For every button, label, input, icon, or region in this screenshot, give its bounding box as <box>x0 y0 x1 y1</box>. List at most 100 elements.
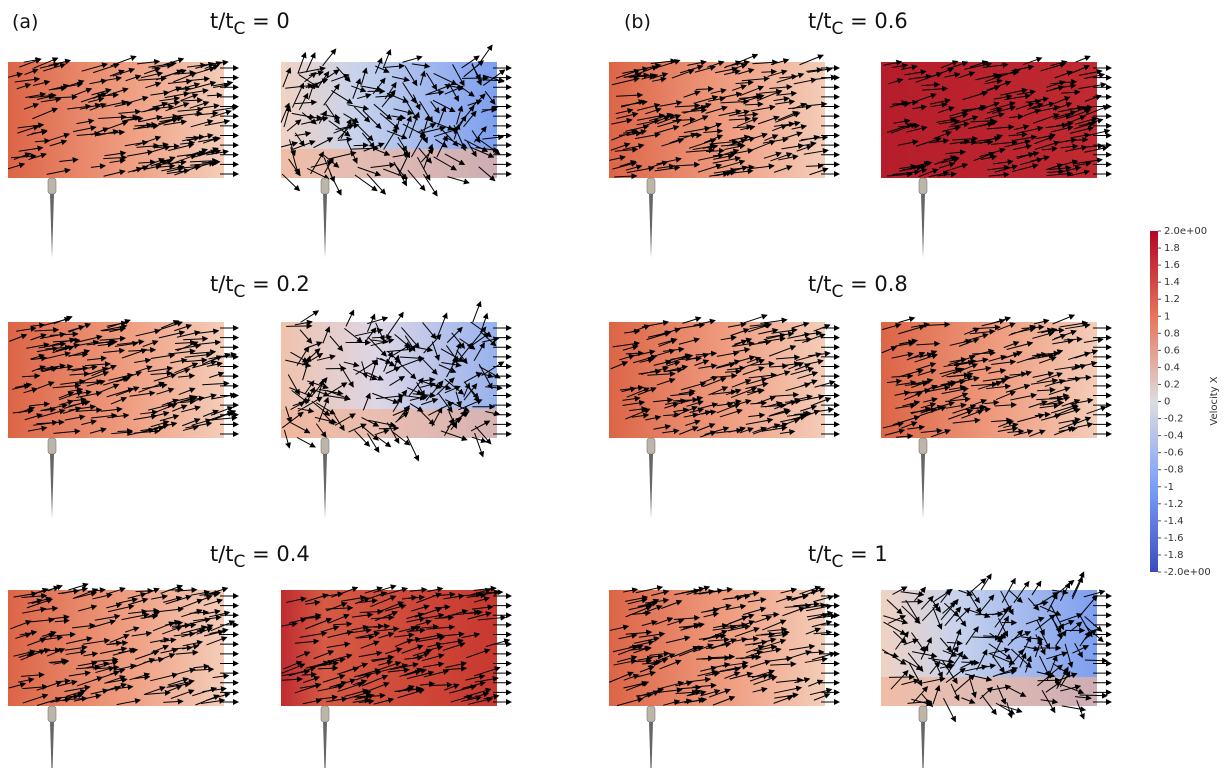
velocity-arrow <box>185 134 206 141</box>
flow-panel <box>7 55 239 258</box>
velocity-arrow <box>108 372 134 381</box>
velocity-arrow <box>334 413 356 426</box>
velocity-arrow <box>362 392 371 411</box>
colorbar-tick-label: -1.8 <box>1164 550 1184 561</box>
velocity-arrow <box>397 151 410 176</box>
velocity-arrow <box>27 637 47 646</box>
velocity-arrow <box>106 387 135 398</box>
velocity-arrow <box>355 327 384 337</box>
velocity-arrow <box>39 62 60 69</box>
velocity-arrow <box>317 378 325 398</box>
velocity-arrow <box>306 167 330 180</box>
velocity-arrow <box>30 355 48 362</box>
velocity-arrow <box>89 78 108 85</box>
colorbar-tick-label: 1.4 <box>1164 277 1180 288</box>
velocity-arrow <box>296 346 310 366</box>
time-label-base: t/t <box>808 542 832 566</box>
velocity-arrow <box>340 118 352 140</box>
colorbar-tick-label: 1.8 <box>1164 243 1180 254</box>
velocity-arrow <box>290 146 300 175</box>
velocity-arrow <box>382 48 392 69</box>
velocity-arrow <box>348 423 367 433</box>
velocity-arrow <box>140 409 159 416</box>
velocity-arrow <box>142 340 159 348</box>
velocity-arrow <box>184 351 213 358</box>
velocity-arrow <box>420 381 436 388</box>
velocity-arrow <box>204 118 231 127</box>
velocity-arrow <box>431 406 443 427</box>
velocity-arrow <box>318 396 330 423</box>
velocity-arrow <box>167 78 193 85</box>
velocity-arrow <box>109 326 126 333</box>
colorbar-title: Velocity X <box>1209 376 1220 425</box>
colorbar-ticks: 2.0e+00 1.8 1.6 1.4 1.2 1 0.8 0.6 0.4 0.2 0 -0.2 -0.… <box>1158 226 1211 578</box>
velocity-arrow <box>52 382 81 389</box>
velocity-arrow <box>182 418 201 427</box>
flow-panel <box>281 584 512 768</box>
velocity-arrow <box>481 361 505 377</box>
velocity-arrow <box>187 88 209 95</box>
velocity-arrow <box>391 76 410 83</box>
time-label-subscript: C <box>234 552 246 572</box>
velocity-arrow <box>210 109 232 118</box>
velocity-arrow <box>320 113 341 120</box>
velocity-arrow <box>322 154 340 168</box>
velocity-arrow <box>898 316 916 323</box>
velocity-arrow <box>152 145 171 152</box>
needle-hub <box>646 177 656 195</box>
velocity-arrow <box>407 169 426 192</box>
velocity-arrow <box>433 73 458 85</box>
velocity-arrow <box>39 408 66 418</box>
velocity-arrow <box>739 53 759 63</box>
velocity-arrow <box>437 392 453 413</box>
velocity-arrow <box>145 81 162 89</box>
velocity-arrow <box>404 394 427 401</box>
velocity-arrow <box>430 120 454 131</box>
velocity-arrow <box>90 163 106 170</box>
velocity-arrow <box>206 636 228 646</box>
velocity-arrow <box>141 106 162 113</box>
velocity-arrow <box>337 136 353 143</box>
colorbar-tick-label: -0.2 <box>1164 414 1184 425</box>
velocity-arrow <box>469 146 495 158</box>
velocity-arrow <box>397 405 410 421</box>
velocity-arrow <box>307 386 315 401</box>
colorbar-tick-label: 1.6 <box>1164 260 1180 271</box>
velocity-arrow <box>419 101 433 123</box>
velocity-arrow <box>102 87 129 98</box>
velocity-arrow <box>399 356 425 368</box>
velocity-arrow <box>391 431 411 446</box>
velocity-arrow <box>80 93 104 103</box>
velocity-arrow <box>438 364 457 373</box>
velocity-arrow <box>192 393 217 402</box>
time-label-subscript: C <box>234 19 246 39</box>
velocity-arrow <box>470 420 491 432</box>
velocity-arrow <box>315 423 327 438</box>
velocity-arrow <box>344 327 363 343</box>
velocity-arrow <box>32 107 59 120</box>
velocity-arrow <box>484 90 496 105</box>
velocity-arrow <box>372 392 400 404</box>
time-label-rest: = 0.6 <box>843 9 907 33</box>
velocity-arrow <box>436 312 448 339</box>
needle <box>323 454 327 518</box>
velocity-arrow <box>432 99 456 113</box>
velocity-arrow <box>373 103 393 120</box>
panel-label: (b) <box>624 11 651 33</box>
velocity-arrow <box>466 141 477 158</box>
velocity-arrow <box>204 64 220 71</box>
velocity-arrow <box>285 406 293 424</box>
velocity-arrow <box>327 382 348 395</box>
velocity-arrow <box>128 347 157 354</box>
needle-hub <box>918 437 928 455</box>
velocity-arrow <box>301 112 317 125</box>
velocity-arrow <box>73 87 93 97</box>
velocity-arrow <box>375 393 405 400</box>
velocity-arrow <box>743 313 768 324</box>
velocity-arrow <box>154 410 170 417</box>
velocity-arrow <box>180 97 204 104</box>
velocity-arrow <box>383 63 405 70</box>
velocity-arrow <box>201 159 221 166</box>
velocity-arrow <box>387 311 404 336</box>
velocity-arrow <box>96 129 126 136</box>
